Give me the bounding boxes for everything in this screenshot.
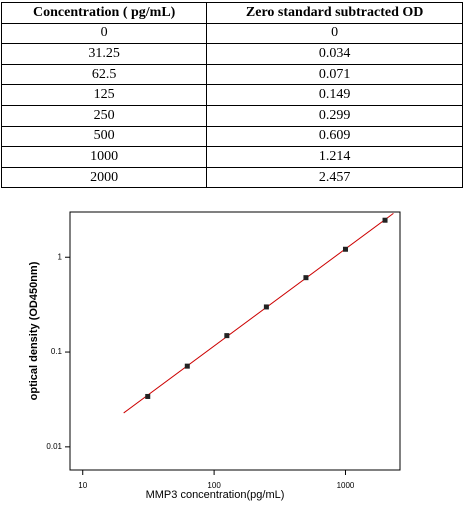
x-axis-title: MMP3 concentration(pg/mL) <box>146 489 285 501</box>
column-header: Concentration ( pg/mL) <box>0 2 208 24</box>
table-cell: 1.214 <box>206 146 463 168</box>
table-cell: 0.149 <box>206 84 463 106</box>
table-cell: 2000 <box>0 166 208 189</box>
table-row: 250 0.299 <box>0 104 463 127</box>
y-tick-label: 0.1 <box>51 347 63 356</box>
table-row: 31.25 0.034 <box>0 43 463 65</box>
plot-frame <box>69 211 401 471</box>
table-cell: 0.071 <box>206 63 463 86</box>
table-cell: 125 <box>0 84 208 106</box>
table-cell: 0.034 <box>206 43 463 65</box>
table-cell: 500 <box>0 125 208 148</box>
table-cell: 250 <box>0 104 208 127</box>
data-point <box>303 275 309 281</box>
table-row: 62.5 0.071 <box>0 63 463 86</box>
data-table: Concentration ( pg/mL) Zero standard subt… <box>0 2 463 189</box>
x-tick-label: 100 <box>207 481 221 490</box>
table-cell: 31.25 <box>0 43 208 65</box>
table-cell: 0.609 <box>206 125 463 148</box>
x-tick-label: 10 <box>78 481 87 490</box>
table-cell: 1000 <box>0 146 208 168</box>
table-cell: 0.299 <box>206 104 463 127</box>
table-row: 1000 1.214 <box>0 146 463 168</box>
table-cell: 2.457 <box>206 166 463 189</box>
y-tick-label: 1 <box>58 252 63 261</box>
table-row: 2000 2.457 <box>0 166 463 189</box>
data-point <box>263 304 269 310</box>
chart: 10 100 1000 0.01 0.1 1 MMP3 concentration(pg/m… <box>28 211 401 501</box>
y-tick-label: 0.01 <box>46 442 62 451</box>
table-cell: 62.5 <box>0 63 208 86</box>
data-point <box>224 333 230 339</box>
x-tick-label: 1000 <box>337 481 355 490</box>
y-axis-title: optical density (OD450nm) <box>28 261 40 400</box>
fit-line <box>123 212 394 414</box>
table-row: 125 0.149 <box>0 84 463 106</box>
column-header: Zero standard subtracted OD <box>206 2 463 24</box>
table-row: 500 0.609 <box>0 125 463 148</box>
table-cell: 0 <box>0 22 208 45</box>
data-point <box>145 393 151 399</box>
table-cell: 0 <box>206 22 463 45</box>
data-point <box>184 363 190 369</box>
data-point <box>382 217 388 223</box>
data-point <box>342 246 348 252</box>
